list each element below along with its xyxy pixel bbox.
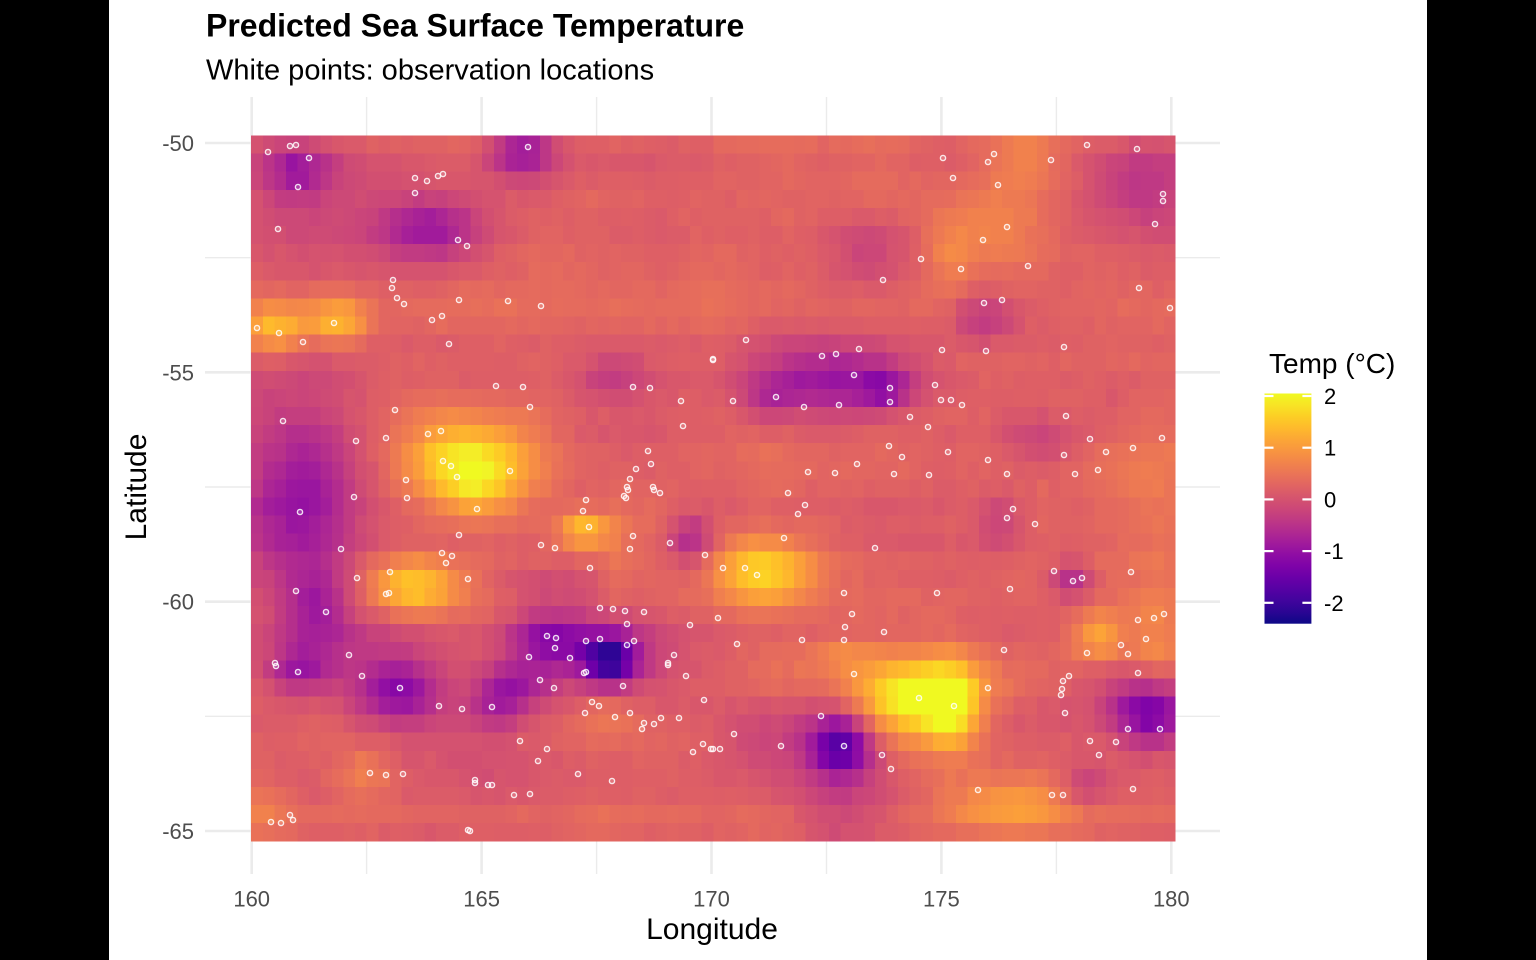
svg-text:Longitude: Longitude	[646, 913, 778, 946]
svg-text:Latitude: Latitude	[120, 434, 153, 541]
svg-text:1: 1	[1324, 436, 1336, 461]
svg-text:-50: -50	[162, 131, 194, 156]
svg-text:175: 175	[923, 887, 960, 912]
svg-text:-2: -2	[1324, 591, 1344, 616]
svg-text:-60: -60	[162, 590, 194, 615]
svg-text:Predicted Sea Surface Temperat: Predicted Sea Surface Temperature	[206, 8, 744, 44]
svg-text:White points: observation loca: White points: observation locations	[206, 55, 654, 87]
svg-text:160: 160	[233, 887, 270, 912]
svg-text:-55: -55	[162, 360, 194, 385]
svg-text:170: 170	[693, 887, 730, 912]
svg-text:180: 180	[1153, 887, 1190, 912]
svg-text:Temp (°C): Temp (°C)	[1269, 348, 1395, 379]
svg-text:165: 165	[463, 887, 500, 912]
svg-text:2: 2	[1324, 384, 1336, 409]
svg-text:-65: -65	[162, 819, 194, 844]
svg-text:-1: -1	[1324, 539, 1344, 564]
svg-text:0: 0	[1324, 487, 1336, 512]
